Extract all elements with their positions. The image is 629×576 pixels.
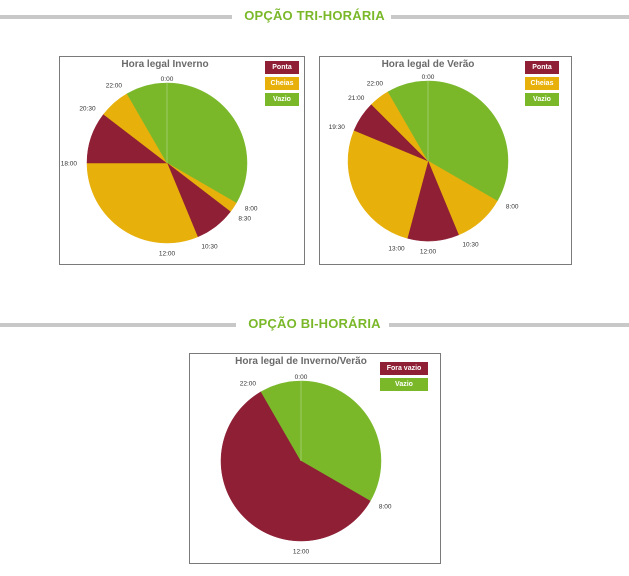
- legend-item-cheias: Cheias: [525, 77, 559, 90]
- chart-legend: Ponta Cheias Vazio: [525, 61, 559, 109]
- section-rule-right: [389, 323, 629, 327]
- section-rule-right: [391, 15, 629, 19]
- pie-slice-fora-vazio: [220, 391, 371, 542]
- pie-slice-vazio: [260, 380, 302, 462]
- time-label: 10:30: [201, 244, 218, 251]
- time-label: 10:30: [462, 242, 479, 249]
- time-label: 18:00: [61, 161, 78, 168]
- pie-chart: 0:00 8:00 12:00 22:00: [220, 374, 392, 556]
- pie-slice-vazio: [427, 80, 509, 202]
- time-label: 19:30: [329, 124, 346, 131]
- legend-item-vazio: Vazio: [525, 93, 559, 106]
- pie-slice-vazio: [300, 380, 382, 502]
- time-label: 0:00: [161, 76, 174, 83]
- chart-title: Hora legal de Verão: [381, 59, 475, 70]
- chart-panel-inverno-verao: 0:00 8:00 12:00 22:00 Hora legal de Inverno/…: [189, 353, 441, 564]
- time-label: 12:00: [293, 549, 310, 556]
- pie-slice-cheias: [347, 130, 429, 239]
- time-label: 22:00: [240, 381, 257, 388]
- chart-legend: Fora vazio Vazio: [380, 362, 428, 394]
- pie-slice-vazio: [126, 82, 168, 164]
- legend-item-fora-vazio: Fora vazio: [380, 362, 428, 375]
- chart-panel-verao: 0:00 8:00 10:30 12:00 13:00 19:30 21:00 22:00 Ho…: [319, 56, 572, 265]
- pie-slice-vazio: [387, 80, 429, 162]
- legend-item-ponta: Ponta: [265, 61, 299, 74]
- time-label: 22:00: [367, 81, 384, 88]
- chart-legend: Ponta Cheias Vazio: [265, 61, 299, 109]
- pie-slice-vazio: [166, 82, 248, 204]
- legend-item-cheias: Cheias: [265, 77, 299, 90]
- legend-item-ponta: Ponta: [525, 61, 559, 74]
- time-label: 12:00: [159, 251, 176, 258]
- section-rule-left: [0, 323, 236, 327]
- legend-item-vazio: Vazio: [265, 93, 299, 106]
- pie-slice-cheias: [86, 162, 198, 244]
- time-label: 21:00: [348, 95, 365, 102]
- time-label: 22:00: [106, 83, 123, 90]
- section-rule-left: [0, 15, 232, 19]
- section-title: OPÇÃO TRI-HORÁRIA: [244, 8, 385, 23]
- time-label: 12:00: [420, 249, 437, 256]
- chart-panel-inverno: 0:00 8:00 8:30 10:30 12:00 18:00 20:30 22:00 Hor…: [59, 56, 305, 265]
- time-label: 8:00: [245, 206, 258, 213]
- pie-chart: 0:00 8:00 8:30 10:30 12:00 18:00 20:30 22:00: [61, 76, 258, 258]
- chart-title: Hora legal Inverno: [121, 59, 209, 70]
- section-header-tri: OPÇÃO TRI-HORÁRIA: [0, 8, 629, 26]
- time-label: 13:00: [388, 245, 405, 252]
- time-label: 8:30: [238, 215, 251, 222]
- time-label: 8:00: [379, 504, 392, 511]
- chart-title: Hora legal de Inverno/Verão: [235, 356, 367, 367]
- time-label: 0:00: [422, 74, 435, 81]
- section-header-bi: OPÇÃO BI-HORÁRIA: [0, 316, 629, 334]
- section-title: OPÇÃO BI-HORÁRIA: [248, 316, 381, 331]
- legend-item-vazio: Vazio: [380, 378, 428, 391]
- time-label: 0:00: [295, 374, 308, 381]
- time-label: 8:00: [506, 204, 519, 211]
- time-label: 20:30: [79, 106, 96, 113]
